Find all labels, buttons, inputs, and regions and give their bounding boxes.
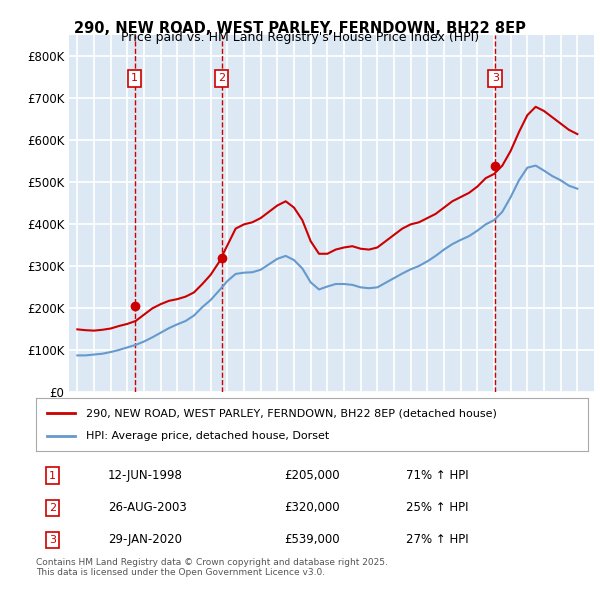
Text: 3: 3	[49, 535, 56, 545]
Text: 71% ↑ HPI: 71% ↑ HPI	[406, 469, 469, 482]
Text: 290, NEW ROAD, WEST PARLEY, FERNDOWN, BH22 8EP (detached house): 290, NEW ROAD, WEST PARLEY, FERNDOWN, BH…	[86, 408, 497, 418]
Text: 2: 2	[218, 73, 225, 83]
Text: 12-JUN-1998: 12-JUN-1998	[108, 469, 182, 482]
Text: 3: 3	[492, 73, 499, 83]
Text: £320,000: £320,000	[284, 502, 340, 514]
Text: 290, NEW ROAD, WEST PARLEY, FERNDOWN, BH22 8EP: 290, NEW ROAD, WEST PARLEY, FERNDOWN, BH…	[74, 21, 526, 35]
Text: £539,000: £539,000	[284, 533, 340, 546]
Text: Price paid vs. HM Land Registry's House Price Index (HPI): Price paid vs. HM Land Registry's House …	[121, 31, 479, 44]
Text: 27% ↑ HPI: 27% ↑ HPI	[406, 533, 469, 546]
Text: £205,000: £205,000	[284, 469, 340, 482]
Text: 1: 1	[131, 73, 138, 83]
Text: 2: 2	[49, 503, 56, 513]
Text: 29-JAN-2020: 29-JAN-2020	[108, 533, 182, 546]
Text: Contains HM Land Registry data © Crown copyright and database right 2025.
This d: Contains HM Land Registry data © Crown c…	[36, 558, 388, 577]
Text: 26-AUG-2003: 26-AUG-2003	[108, 502, 187, 514]
Text: 25% ↑ HPI: 25% ↑ HPI	[406, 502, 469, 514]
Text: 1: 1	[49, 471, 56, 481]
Text: HPI: Average price, detached house, Dorset: HPI: Average price, detached house, Dors…	[86, 431, 329, 441]
